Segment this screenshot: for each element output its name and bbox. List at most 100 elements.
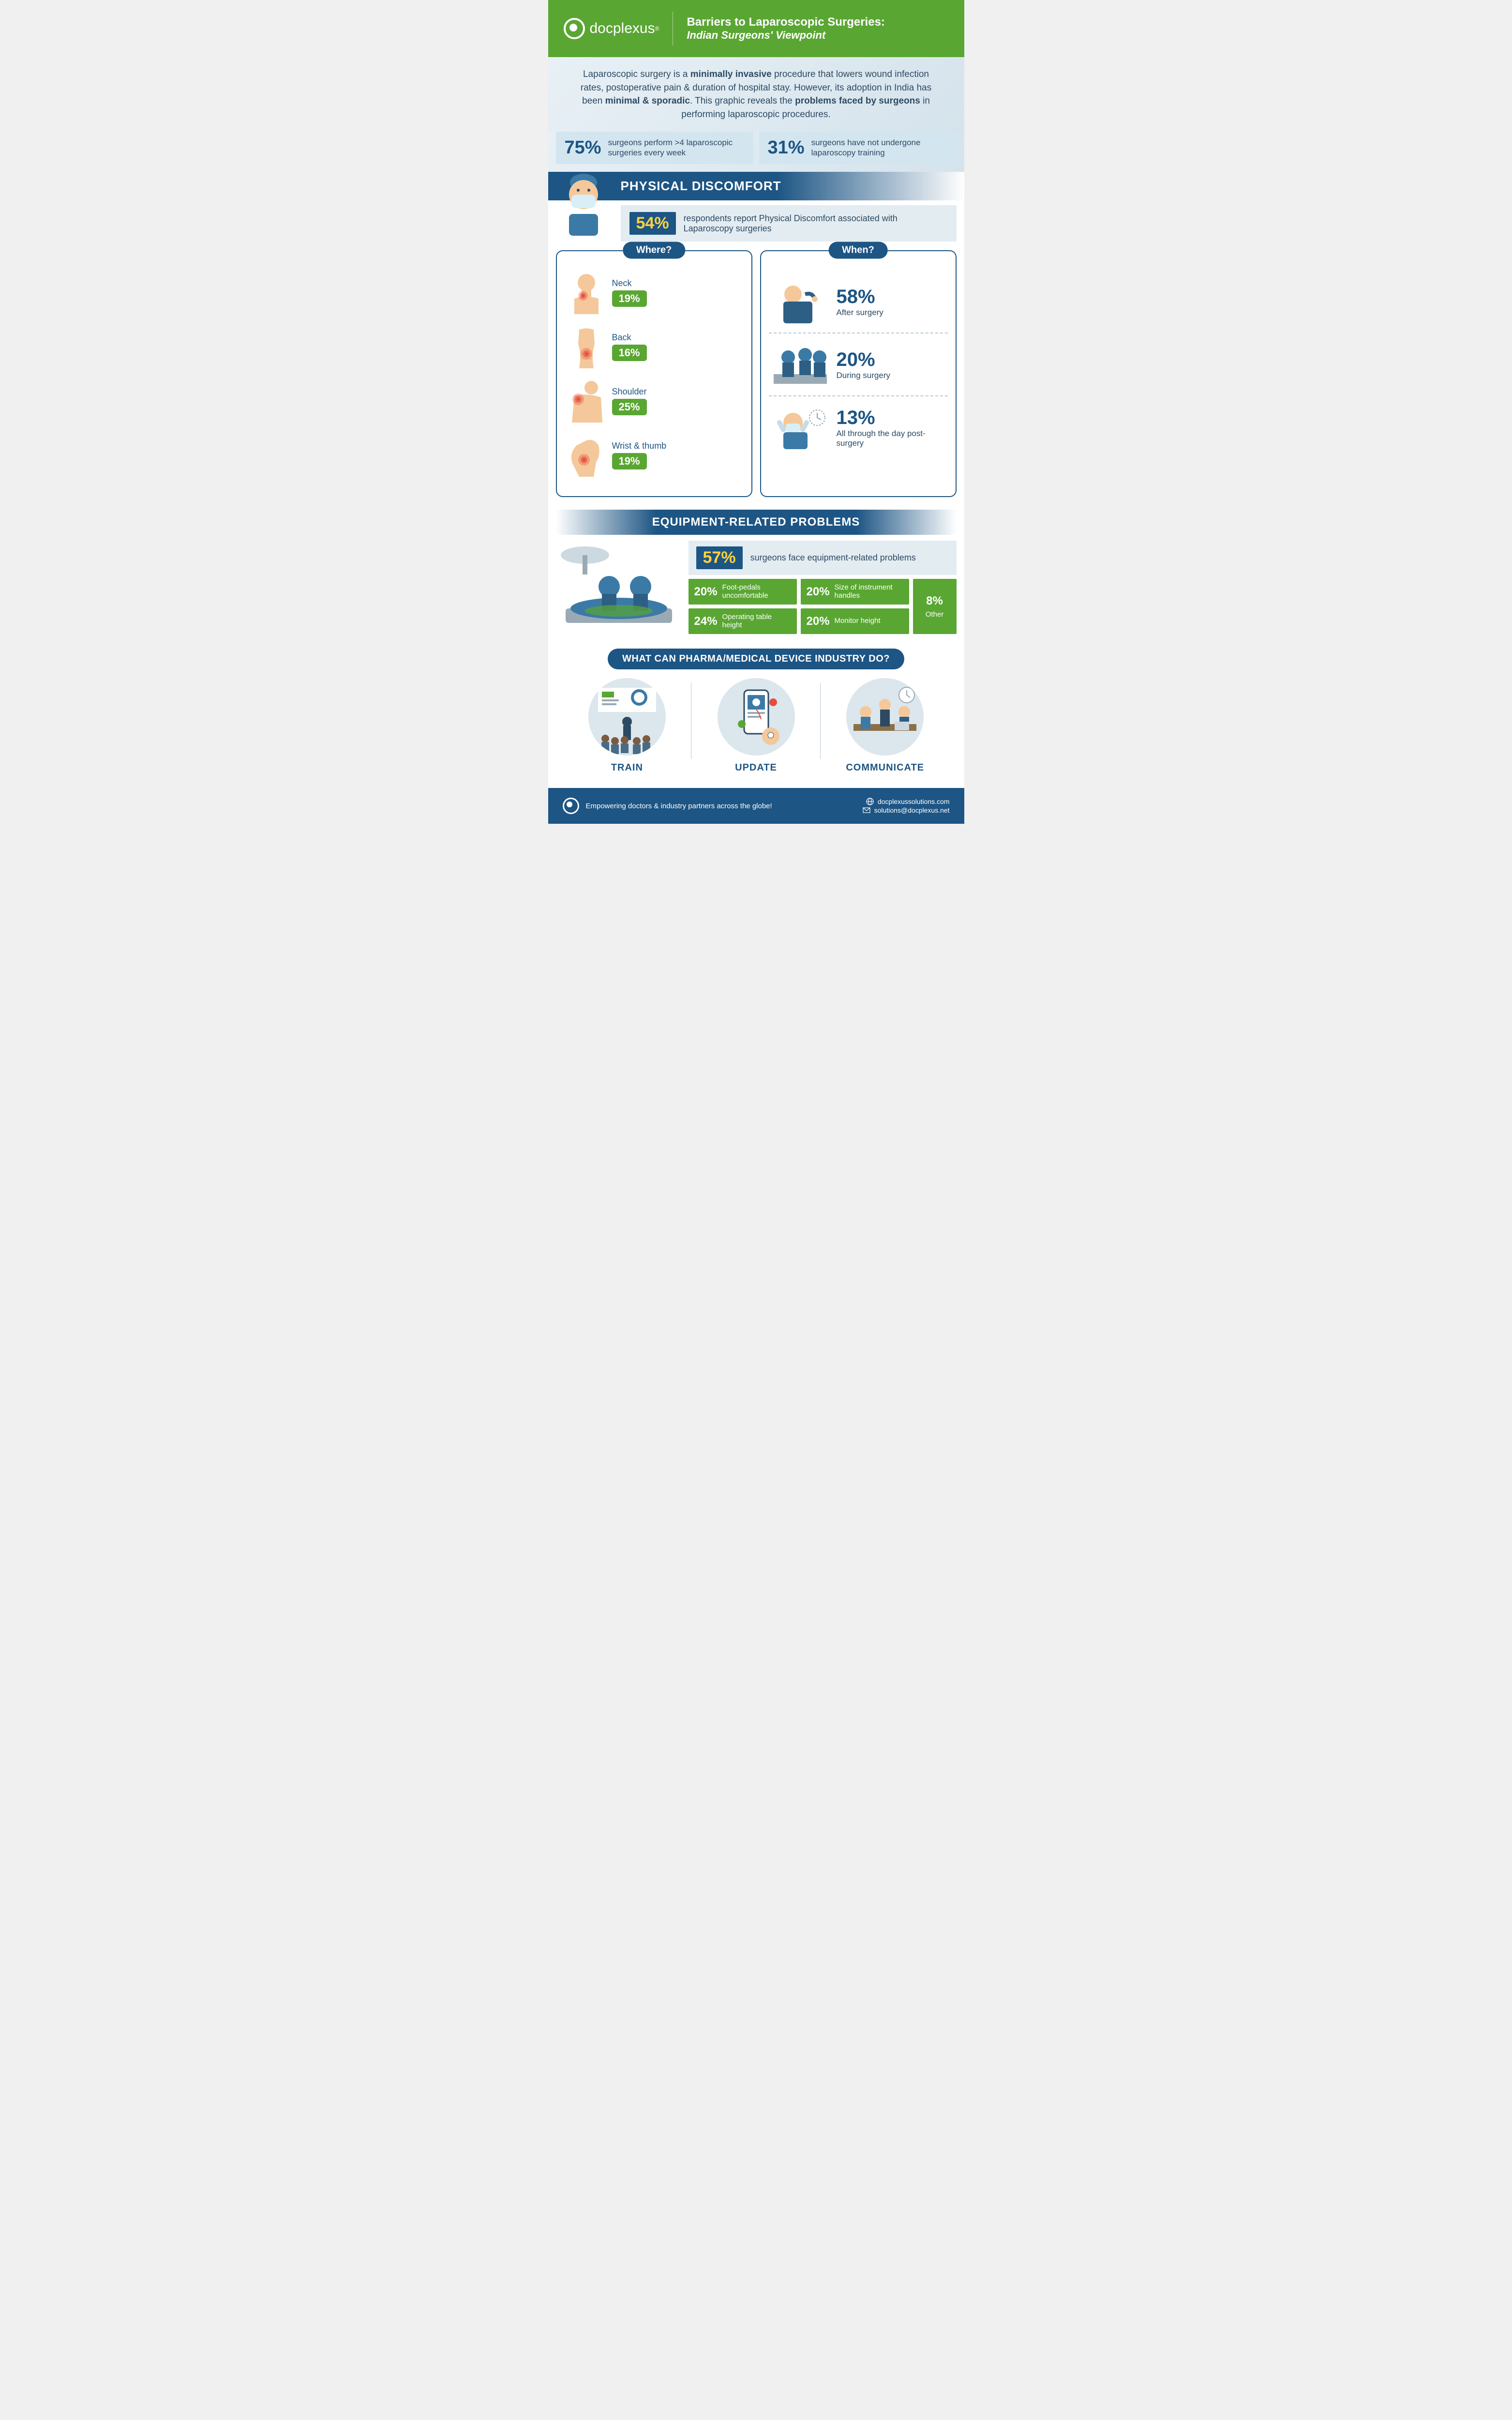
- logo-icon: [564, 18, 585, 39]
- globe-icon: [866, 798, 874, 805]
- where-item: Back 16%: [565, 325, 744, 368]
- where-when-row: Where? Neck 19% Back 16% Shoulder 25% Wr…: [548, 250, 964, 507]
- industry-action: TRAIN: [563, 678, 692, 773]
- equip-text: Foot-pedals uncomfortable: [722, 584, 791, 600]
- equip-pct: 20%: [807, 615, 830, 628]
- when-pct: 20%: [837, 349, 891, 371]
- action-icon: [718, 678, 795, 756]
- equipment-grid: 20% Foot-pedals uncomfortable 20% Size o…: [689, 579, 957, 634]
- equip-cell: 20% Foot-pedals uncomfortable: [689, 579, 797, 605]
- discomfort-band: PHYSICAL DISCOMFORT: [548, 172, 964, 200]
- when-pct: 13%: [837, 407, 948, 429]
- where-name: Shoulder: [612, 387, 647, 397]
- equip-cell-other: 8% Other: [913, 579, 957, 634]
- intro-span: Laparoscopic surgery is a: [583, 69, 690, 79]
- when-icon: [769, 277, 832, 326]
- when-item: 20% During surgery: [769, 333, 948, 396]
- intro-text: Laparoscopic surgery is a minimally inva…: [548, 57, 964, 132]
- equipment-head-text: surgeons face equipment-related problems: [750, 553, 916, 563]
- when-label: After surgery: [837, 308, 883, 318]
- when-pct: 58%: [837, 286, 883, 308]
- industry-band-wrap: WHAT CAN PHARMA/MEDICAL DEVICE INDUSTRY …: [548, 649, 964, 669]
- where-pct: 25%: [612, 399, 647, 415]
- where-item: Neck 19%: [565, 271, 744, 314]
- where-pct: 19%: [612, 453, 647, 469]
- when-title: When?: [828, 242, 888, 259]
- surgeon-icon: [557, 168, 610, 236]
- discomfort-sub-pct: 54%: [629, 212, 676, 235]
- where-pct: 19%: [612, 290, 647, 307]
- footer-tagline: Empowering doctors & industry partners a…: [586, 802, 772, 810]
- stat-pct: 75%: [565, 137, 601, 158]
- equip-text: Size of instrument handles: [835, 584, 903, 600]
- stat-text: surgeons perform >4 laparoscopic surgeri…: [608, 138, 745, 158]
- brand-name: docplexus: [590, 20, 655, 37]
- surgery-equipment-icon: [556, 541, 682, 633]
- where-name: Neck: [612, 278, 647, 288]
- action-label: UPDATE: [691, 762, 821, 773]
- equip-cell: 20% Monitor height: [801, 608, 909, 634]
- when-icon: [769, 403, 832, 452]
- when-item: 58% After surgery: [769, 271, 948, 333]
- top-stats-row: 75% surgeons perform >4 laparoscopic sur…: [548, 132, 964, 172]
- intro-span: minimally invasive: [690, 69, 772, 79]
- equip-text: Operating table height: [722, 613, 791, 629]
- where-item: Wrist & thumb 19%: [565, 433, 744, 477]
- stat-pct: 31%: [768, 137, 805, 158]
- equip-pct: 24%: [694, 615, 718, 628]
- mail-icon: [863, 806, 870, 814]
- industry-action: COMMUNICATE: [821, 678, 950, 773]
- where-pct: 16%: [612, 345, 647, 361]
- action-label: TRAIN: [563, 762, 692, 773]
- equip-cell: 20% Size of instrument handles: [801, 579, 909, 605]
- where-title: Where?: [623, 242, 685, 259]
- action-label: COMMUNICATE: [821, 762, 950, 773]
- where-panel: Where? Neck 19% Back 16% Shoulder 25% Wr…: [556, 250, 752, 497]
- equipment-band: EQUIPMENT-RELATED PROBLEMS: [556, 510, 957, 535]
- stat-box: 75% surgeons perform >4 laparoscopic sur…: [556, 132, 753, 164]
- header-subtitle: Indian Surgeons' Viewpoint: [687, 29, 884, 42]
- header-title: Barriers to Laparoscopic Surgeries:: [687, 15, 884, 29]
- equip-other-text: Other: [926, 611, 944, 619]
- discomfort-band-label: PHYSICAL DISCOMFORT: [621, 179, 781, 193]
- where-name: Wrist & thumb: [612, 441, 667, 451]
- discomfort-sub: 54% respondents report Physical Discomfo…: [621, 205, 957, 242]
- action-icon: [588, 678, 666, 756]
- equip-other-pct: 8%: [926, 594, 943, 608]
- brand-tm: ®: [655, 25, 659, 32]
- when-icon: [769, 340, 832, 389]
- when-label: During surgery: [837, 371, 891, 380]
- discomfort-sub-text: respondents report Physical Discomfort a…: [684, 213, 948, 234]
- footer-site: docplexussolutions.com: [878, 798, 950, 805]
- industry-band: WHAT CAN PHARMA/MEDICAL DEVICE INDUSTRY …: [608, 649, 904, 669]
- equipment-head: 57% surgeons face equipment-related prob…: [689, 541, 957, 575]
- footer-logo-icon: [563, 798, 579, 814]
- where-name: Back: [612, 333, 647, 343]
- equip-pct: 20%: [807, 585, 830, 599]
- when-item: 13% All through the day post-surgery: [769, 396, 948, 458]
- when-panel: When? 58% After surgery 20% During surge…: [760, 250, 957, 497]
- equip-pct: 20%: [694, 585, 718, 599]
- where-item: Shoulder 25%: [565, 379, 744, 423]
- body-part-icon: [565, 271, 608, 314]
- brand-logo: docplexus®: [564, 18, 659, 39]
- equip-cell: 24% Operating table height: [689, 608, 797, 634]
- footer: Empowering doctors & industry partners a…: [548, 788, 964, 824]
- when-label: All through the day post-surgery: [837, 429, 948, 448]
- intro-span: minimal & sporadic: [605, 96, 690, 106]
- equipment-section: 57% surgeons face equipment-related prob…: [548, 535, 964, 644]
- action-icon: [846, 678, 924, 756]
- industry-actions: TRAIN UPDATE COMMUNICATE: [548, 678, 964, 788]
- header: docplexus® Barriers to Laparoscopic Surg…: [548, 0, 964, 57]
- header-title-block: Barriers to Laparoscopic Surgeries: Indi…: [687, 15, 884, 42]
- footer-email: solutions@docplexus.net: [874, 806, 950, 814]
- equip-text: Monitor height: [835, 617, 881, 625]
- equipment-head-pct: 57%: [696, 546, 743, 569]
- stat-text: surgeons have not undergone laparoscopy …: [811, 138, 948, 158]
- intro-span: . This graphic reveals the: [690, 96, 795, 106]
- body-part-icon: [565, 325, 608, 368]
- stat-box: 31% surgeons have not undergone laparosc…: [759, 132, 957, 164]
- intro-span: problems faced by surgeons: [795, 96, 920, 106]
- industry-action: UPDATE: [691, 678, 821, 773]
- body-part-icon: [565, 433, 608, 477]
